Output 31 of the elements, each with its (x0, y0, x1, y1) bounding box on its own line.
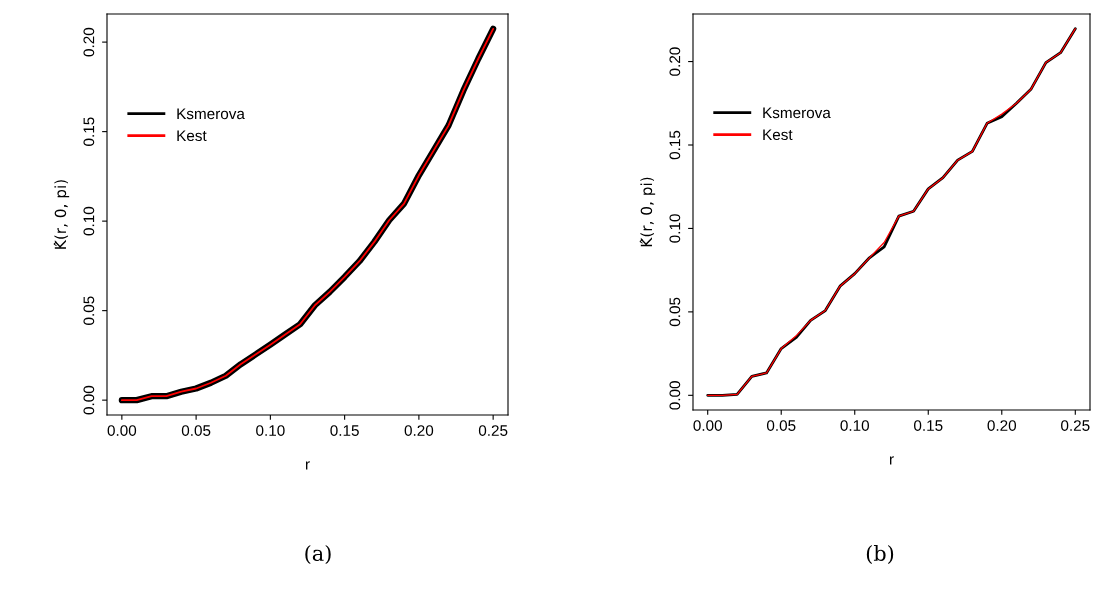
x-tick-label: 0.15 (913, 420, 943, 431)
y-tick-label: 0.15 (669, 130, 681, 160)
x-axis-title: r (305, 461, 310, 470)
y-axis-title: K̂(r, 0, pi) (639, 177, 656, 247)
y-tick-label: 0.10 (83, 206, 95, 236)
x-tick-label: 0.05 (181, 425, 211, 436)
x-axis-title: r (889, 456, 894, 465)
legend-label: Kest (763, 129, 793, 141)
y-tick-label: 0.00 (669, 381, 681, 410)
x-tick-label: 0.10 (256, 425, 285, 436)
y-tick-label: 0.20 (669, 47, 681, 76)
y-tick-label: 0.05 (669, 297, 681, 327)
text: (b) (866, 544, 894, 564)
legend-label: Ksmerova (177, 108, 245, 120)
y-tick-label: 0.05 (83, 296, 95, 325)
x-tick-label: 0.20 (404, 425, 434, 436)
x-tick-label: 0.05 (766, 420, 796, 431)
y-tick-label: 0.20 (83, 27, 95, 57)
y-tick-label: 0.15 (83, 117, 95, 146)
x-tick-label: 0.25 (1061, 420, 1090, 431)
x-tick-label: 0.25 (478, 425, 508, 436)
x-tick-label: 0.10 (840, 420, 870, 431)
y-tick-label: 0.10 (669, 214, 681, 243)
x-tick-label: 0.20 (987, 420, 1017, 431)
legend-label: Ksmerova (763, 107, 831, 119)
x-tick-label: 0.00 (693, 420, 722, 431)
legend-label: Kest (177, 130, 207, 142)
y-axis-title: K̂(r, 0, pi) (53, 180, 70, 249)
text: (a) (305, 544, 331, 564)
x-tick-label: 0.00 (107, 425, 137, 436)
x-tick-label: 0.15 (330, 425, 359, 436)
